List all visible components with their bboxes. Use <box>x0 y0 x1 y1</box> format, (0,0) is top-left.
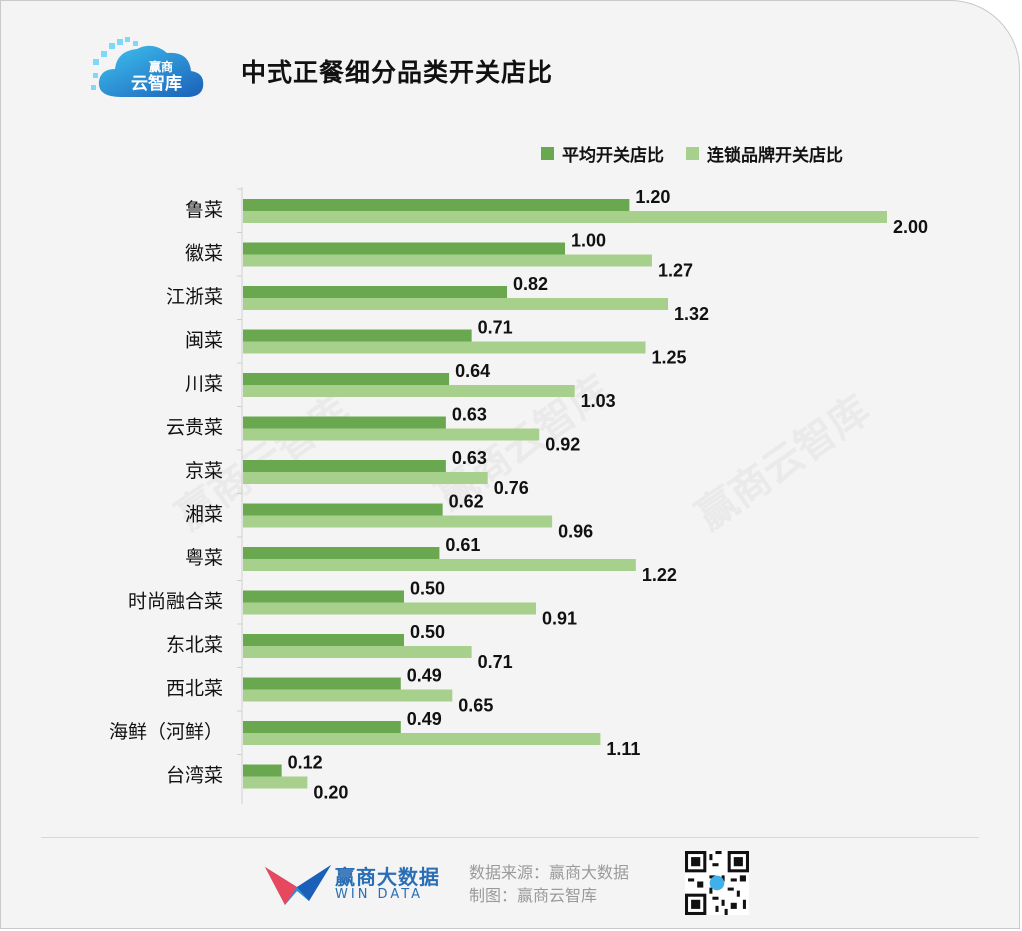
bar-chain <box>243 385 575 397</box>
legend-swatch-avg <box>541 147 554 160</box>
svg-text:赢商: 赢商 <box>149 59 173 74</box>
svg-text:云智库: 云智库 <box>131 73 182 93</box>
value-label-avg: 0.61 <box>445 535 480 555</box>
value-label-avg: 0.50 <box>410 579 445 599</box>
value-label-chain: 0.71 <box>478 652 513 672</box>
brand-subtitle: WIN DATA <box>335 887 424 902</box>
bar-avg <box>243 416 446 429</box>
value-label-chain: 1.32 <box>674 304 709 324</box>
bar-avg <box>243 547 440 559</box>
legend-item-avg: 平均开关店比 <box>541 141 664 166</box>
bar-avg <box>243 373 450 385</box>
value-label-chain: 1.25 <box>652 348 687 368</box>
bar-avg <box>243 590 404 603</box>
made-by: 制图：赢商云智库 <box>469 886 598 905</box>
legend-label-avg: 平均开关店比 <box>562 146 664 166</box>
legend-item-chain: 连锁品牌开关店比 <box>686 141 843 166</box>
source-note: 数据来源：赢商大数据 制图：赢商云智库 <box>469 861 629 907</box>
bar-chain <box>243 515 553 528</box>
category-label: 徽菜 <box>185 243 223 265</box>
chart-title: 中式正餐细分品类开关店比 <box>241 58 554 87</box>
category-label: 江浙菜 <box>166 286 223 308</box>
value-label-chain: 1.11 <box>606 739 640 759</box>
brand-name: 赢商大数据 <box>335 865 440 889</box>
bar-avg <box>243 460 446 472</box>
value-label-chain: 2.00 <box>893 217 928 237</box>
bar-chain <box>243 689 453 702</box>
value-label-chain: 1.27 <box>658 261 693 281</box>
bar-avg <box>243 677 401 690</box>
legend-label-chain: 连锁品牌开关店比 <box>707 146 843 166</box>
value-label-avg: 0.71 <box>478 318 513 338</box>
bar-chain <box>243 428 540 441</box>
bar-chain <box>243 776 308 789</box>
category-label: 粤菜 <box>185 547 223 569</box>
value-label-avg: 0.82 <box>513 274 548 294</box>
category-label: 云贵菜 <box>166 417 223 439</box>
value-label-chain: 0.91 <box>542 609 577 629</box>
value-label-avg: 0.63 <box>452 448 487 468</box>
bar-chain <box>243 472 488 484</box>
value-label-chain: 0.96 <box>558 522 593 542</box>
value-label-avg: 0.63 <box>452 405 487 425</box>
category-label: 京菜 <box>185 460 223 482</box>
value-label-chain: 0.20 <box>313 783 348 803</box>
value-label-avg: 1.20 <box>635 187 670 207</box>
bar-chain <box>243 211 887 223</box>
qr-code-icon <box>685 851 749 915</box>
bar-avg <box>243 634 404 646</box>
bar-chain <box>243 646 472 658</box>
bar-avg <box>243 329 472 342</box>
bar-avg <box>243 721 401 733</box>
value-label-chain: 0.92 <box>545 435 580 455</box>
bar-avg <box>243 242 565 255</box>
bar-avg <box>243 199 630 211</box>
value-label-avg: 0.49 <box>407 709 442 729</box>
bar-avg <box>243 286 508 298</box>
value-label-avg: 0.50 <box>410 622 445 642</box>
cloud-logo-icon: 赢商 云智库 <box>91 37 204 97</box>
bar-chain <box>243 298 669 310</box>
category-label: 时尚融合菜 <box>128 591 223 613</box>
footer-divider <box>41 837 979 838</box>
value-label-chain: 1.03 <box>581 391 616 411</box>
bar-chain <box>243 341 646 354</box>
bar-chain <box>243 559 636 571</box>
bar-chart: 鲁菜 1.20 2.00 徽菜 1.00 1.27 江浙菜 0.82 1.32 闽菜 0.71 1.2… <box>109 187 928 804</box>
category-label: 闽菜 <box>185 330 223 352</box>
category-label: 川菜 <box>185 373 223 395</box>
value-label-chain: 0.65 <box>458 696 493 716</box>
category-label: 海鲜（河鲜） <box>109 721 223 743</box>
value-label-chain: 0.76 <box>494 478 529 498</box>
category-label: 西北菜 <box>166 678 223 700</box>
value-label-chain: 1.22 <box>642 565 677 585</box>
bar-avg <box>243 764 282 777</box>
bar-chain <box>243 254 652 267</box>
value-label-avg: 0.49 <box>407 666 442 686</box>
category-label: 台湾菜 <box>166 765 223 787</box>
value-label-avg: 1.00 <box>571 231 606 251</box>
value-label-avg: 0.12 <box>288 753 323 773</box>
category-label: 东北菜 <box>166 634 223 656</box>
bar-chain <box>243 733 601 745</box>
data-source: 数据来源：赢商大数据 <box>469 863 630 882</box>
win-data-logo-icon <box>265 865 331 905</box>
legend-swatch-chain <box>686 147 699 160</box>
bar-chain <box>243 602 537 615</box>
legend: 平均开关店比 连锁品牌开关店比 <box>541 141 843 166</box>
value-label-avg: 0.62 <box>449 492 484 512</box>
bar-avg <box>243 503 443 516</box>
value-label-avg: 0.64 <box>455 361 490 381</box>
category-label: 湘菜 <box>185 504 223 526</box>
category-label: 鲁菜 <box>185 199 223 221</box>
